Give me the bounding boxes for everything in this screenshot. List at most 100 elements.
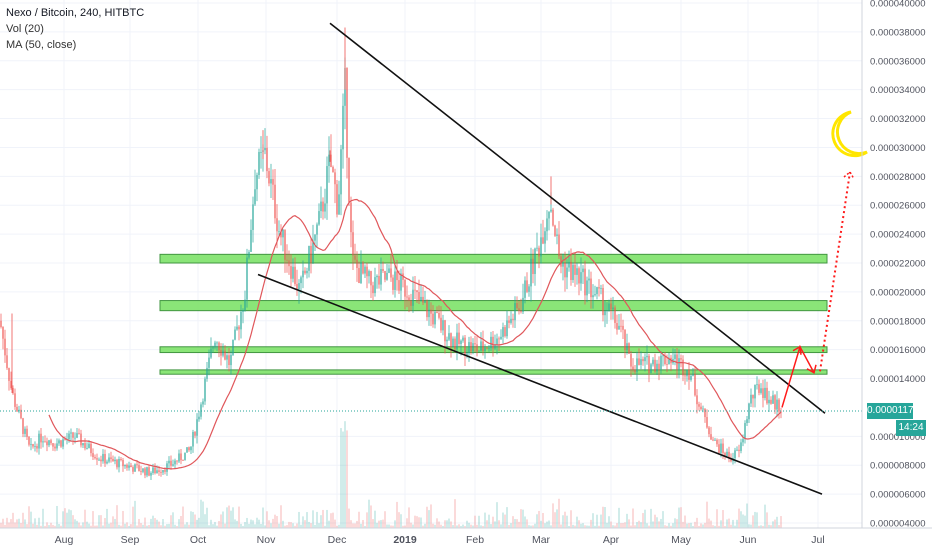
candle — [532, 249, 534, 284]
candle — [396, 260, 398, 291]
candle — [334, 168, 336, 204]
volume-bar — [748, 524, 750, 528]
candle — [708, 426, 710, 438]
legend-symbol[interactable]: Nexo / Bitcoin, 240, HITBTC — [6, 7, 145, 19]
candle — [52, 443, 54, 451]
candle — [766, 381, 768, 405]
candle — [522, 283, 524, 315]
volume-bar — [424, 523, 426, 528]
volume-bar — [594, 525, 596, 528]
volume-bar — [448, 518, 450, 528]
candle — [12, 385, 14, 395]
candle — [328, 136, 330, 183]
time-axis[interactable]: Aug Sep Oct Nov Dec 2019 Feb Mar Apr May Jun Jul — [55, 534, 825, 546]
time-tick-label: Feb — [466, 534, 484, 546]
candle — [282, 229, 284, 252]
candle — [362, 261, 364, 275]
candle — [252, 196, 254, 243]
candle — [148, 465, 150, 477]
volume-bar — [270, 523, 272, 528]
volume-bar — [476, 524, 478, 528]
volume-bar — [668, 523, 670, 528]
legend-volume[interactable]: Vol (20) — [6, 23, 44, 35]
candle — [590, 271, 592, 309]
moon-icon — [831, 110, 868, 158]
candle — [764, 379, 766, 401]
candle — [690, 374, 692, 382]
candle — [332, 165, 334, 173]
volume-bar — [376, 522, 378, 528]
candle — [194, 431, 196, 439]
candle — [144, 466, 146, 479]
candle — [580, 257, 582, 291]
candle — [404, 279, 406, 310]
candle — [380, 257, 382, 291]
candle — [0, 313, 2, 329]
time-tick-label: Jun — [740, 534, 757, 546]
candle — [272, 169, 274, 201]
volume-bar — [452, 525, 454, 528]
volume-bar — [730, 524, 732, 528]
volume-bar — [166, 524, 168, 528]
volume-bar — [484, 512, 486, 528]
volume-bar — [130, 524, 132, 528]
volume-bar — [8, 522, 10, 528]
price-tick-label: 0.000010000 — [870, 432, 925, 443]
candle — [682, 355, 684, 382]
volume-bar — [482, 525, 484, 528]
candle — [664, 351, 666, 366]
volume-bar — [342, 431, 344, 528]
volume-bar — [526, 519, 528, 528]
volume-bar — [660, 518, 662, 528]
price-axis[interactable]: 0.000040000 0.000038000 0.000036000 0.00003… — [870, 0, 925, 530]
projection-arrowhead — [843, 170, 855, 180]
candle — [568, 250, 570, 272]
volume-bar — [210, 519, 212, 528]
volume-bar — [202, 501, 204, 528]
volume-bar — [160, 525, 162, 528]
volume-bar — [168, 523, 170, 528]
volume-bar — [578, 520, 580, 528]
time-tick-label: Nov — [257, 534, 276, 546]
candle — [414, 276, 416, 300]
volume-bar — [650, 508, 652, 528]
volume-bar — [320, 515, 322, 528]
candle — [266, 135, 268, 179]
candle — [624, 329, 626, 359]
trendlines — [257, 22, 826, 495]
candle — [748, 402, 750, 424]
volume-bar — [440, 524, 442, 528]
volume-bar — [540, 520, 542, 528]
candle — [778, 398, 780, 419]
candle — [84, 438, 86, 451]
volume-bar — [736, 519, 738, 528]
price-tick-label: 0.000036000 — [870, 56, 925, 67]
volume-bar — [10, 519, 12, 528]
volume-bar — [648, 525, 650, 528]
volume-bar — [632, 508, 634, 528]
volume-bar — [154, 518, 156, 528]
volume-bar — [466, 520, 468, 528]
volume-bar — [732, 519, 734, 528]
volume-bar — [250, 519, 252, 528]
volume-bar — [170, 515, 172, 528]
candle — [304, 267, 306, 275]
volume-bar — [316, 511, 318, 528]
volume-bar — [194, 514, 196, 528]
candle — [218, 341, 220, 358]
candle — [400, 268, 402, 302]
candle — [586, 276, 588, 303]
time-tick-label: 2019 — [393, 534, 417, 546]
volume-bar — [302, 516, 304, 528]
legend-ma[interactable]: MA (50, close) — [6, 39, 77, 51]
volume-bar — [158, 521, 160, 528]
candle — [416, 290, 418, 303]
candle — [744, 420, 746, 444]
candle — [188, 446, 190, 452]
volume-bar — [746, 503, 748, 528]
volume-bar — [560, 524, 562, 528]
volume-bar — [612, 525, 614, 528]
support-resistance-zone — [159, 300, 828, 312]
volume-bar — [744, 515, 746, 528]
